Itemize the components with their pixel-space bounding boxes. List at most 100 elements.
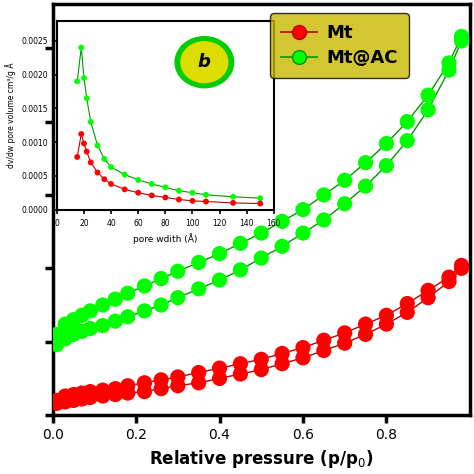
Point bbox=[445, 273, 453, 281]
Point bbox=[403, 137, 411, 145]
Point bbox=[99, 322, 107, 329]
Point bbox=[195, 369, 202, 376]
Point bbox=[124, 313, 132, 320]
Point bbox=[78, 328, 86, 335]
Point bbox=[70, 330, 77, 338]
Point bbox=[157, 385, 165, 392]
Point bbox=[195, 379, 202, 387]
Point bbox=[362, 159, 369, 166]
Point bbox=[62, 320, 69, 328]
Point bbox=[445, 59, 453, 67]
Point bbox=[53, 397, 61, 404]
Point bbox=[157, 376, 165, 383]
Point bbox=[362, 330, 369, 338]
Point bbox=[445, 278, 453, 285]
Point bbox=[403, 118, 411, 125]
Point bbox=[362, 320, 369, 328]
Point bbox=[362, 182, 369, 190]
Point bbox=[299, 354, 307, 362]
Point bbox=[278, 350, 286, 357]
Point bbox=[320, 346, 328, 354]
Point bbox=[458, 264, 465, 272]
Point bbox=[216, 250, 223, 257]
Point bbox=[341, 176, 348, 184]
Point bbox=[157, 301, 165, 309]
Point bbox=[53, 341, 61, 348]
Point bbox=[278, 243, 286, 250]
Point bbox=[195, 259, 202, 266]
Point bbox=[403, 300, 411, 307]
Point bbox=[278, 218, 286, 225]
Point bbox=[424, 91, 432, 99]
Point bbox=[99, 392, 107, 400]
Point bbox=[141, 282, 148, 290]
Point bbox=[62, 335, 69, 343]
Point bbox=[141, 379, 148, 387]
Point bbox=[237, 370, 244, 378]
Point bbox=[383, 311, 390, 319]
Point bbox=[174, 382, 182, 390]
Point bbox=[299, 229, 307, 237]
Point bbox=[216, 374, 223, 382]
Point bbox=[174, 267, 182, 275]
Point bbox=[341, 339, 348, 347]
Point bbox=[195, 285, 202, 292]
Point bbox=[53, 330, 61, 338]
Point bbox=[70, 397, 77, 404]
Point bbox=[237, 360, 244, 367]
Point bbox=[341, 329, 348, 337]
Point bbox=[141, 307, 148, 315]
Point bbox=[124, 290, 132, 297]
Point bbox=[424, 294, 432, 301]
Point bbox=[237, 266, 244, 273]
Point bbox=[62, 392, 69, 400]
Point bbox=[237, 239, 244, 247]
Point bbox=[257, 356, 265, 363]
Point bbox=[70, 316, 77, 323]
Point bbox=[157, 275, 165, 283]
Point bbox=[124, 382, 132, 390]
Point bbox=[320, 337, 328, 344]
Point bbox=[299, 344, 307, 351]
Point bbox=[53, 400, 61, 407]
Point bbox=[257, 254, 265, 262]
Point bbox=[86, 325, 94, 332]
Point bbox=[78, 311, 86, 319]
Point bbox=[424, 287, 432, 294]
Point bbox=[124, 389, 132, 397]
Point bbox=[383, 140, 390, 147]
Point bbox=[403, 309, 411, 316]
Point bbox=[174, 294, 182, 301]
Point bbox=[424, 106, 432, 114]
Point bbox=[62, 398, 69, 406]
Point bbox=[99, 301, 107, 309]
Point bbox=[86, 394, 94, 401]
Point bbox=[111, 385, 119, 392]
Point bbox=[257, 229, 265, 237]
Point bbox=[320, 216, 328, 224]
Point bbox=[383, 162, 390, 169]
Point bbox=[141, 388, 148, 395]
Point bbox=[78, 395, 86, 403]
Point bbox=[216, 276, 223, 284]
Point bbox=[99, 386, 107, 394]
Point bbox=[320, 191, 328, 199]
Point bbox=[78, 389, 86, 397]
Point bbox=[111, 391, 119, 398]
Point bbox=[216, 365, 223, 372]
Point bbox=[111, 318, 119, 325]
Point bbox=[445, 66, 453, 74]
Point bbox=[458, 262, 465, 269]
Legend: Mt, Mt@AC: Mt, Mt@AC bbox=[270, 13, 409, 78]
Point bbox=[111, 295, 119, 303]
Point bbox=[174, 373, 182, 381]
Point bbox=[458, 33, 465, 40]
Point bbox=[299, 206, 307, 213]
Point bbox=[70, 391, 77, 398]
Point bbox=[341, 200, 348, 208]
Point bbox=[86, 307, 94, 315]
X-axis label: Relative pressure (p/p$_0$): Relative pressure (p/p$_0$) bbox=[149, 448, 374, 470]
Point bbox=[278, 360, 286, 367]
Point bbox=[257, 366, 265, 374]
Point bbox=[458, 37, 465, 45]
